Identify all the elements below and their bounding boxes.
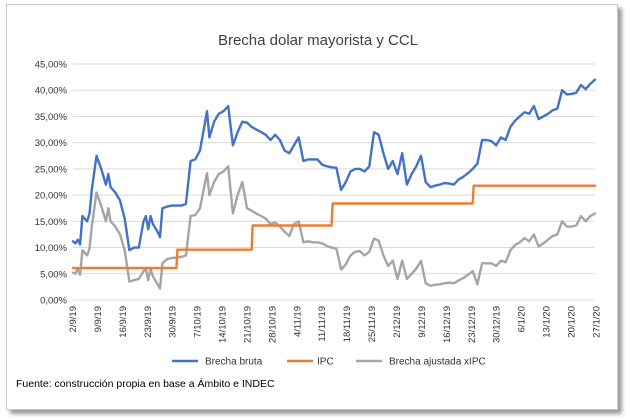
x-tick-label: 2/9/19 [68,306,79,332]
x-tick-label: 6/1/20 [517,306,528,332]
series-line-2 [71,184,597,270]
chart-frame [6,4,618,410]
x-tick-label: 16/12/19 [442,306,453,343]
y-tick-label: 40,00% [35,86,68,97]
x-tick-label: 20/1/20 [566,306,577,338]
gridlines [73,63,595,301]
y-tick-label: 10,00% [35,243,68,254]
x-tick-label: 9/12/19 [417,306,428,338]
legend-label-1: Brecha bruta [205,357,263,368]
x-tick-label: 30/12/19 [492,306,503,343]
x-tick-label: 27/1/20 [591,306,602,338]
y-tick-label: 5,00% [40,269,67,280]
x-tick-label: 2/12/19 [392,306,403,338]
y-tick-label: 25,00% [35,164,68,175]
source-note: Fuente: construcción propia en base a Ám… [16,378,275,390]
legend: Brecha bruta IPC Brecha ajustada xIPC [172,357,486,368]
y-tick-label: 20,00% [35,191,68,202]
series-lines [71,78,597,290]
x-tick-label: 18/11/19 [342,306,353,342]
x-tick-label: 25/11/19 [367,306,378,342]
x-tick-label: 9/9/19 [93,306,104,332]
y-tick-label: 30,00% [35,138,68,149]
x-tick-label: 14/10/19 [218,306,229,343]
series-line-3 [71,165,597,290]
x-axis-ticks: 2/9/19 9/9/19 16/9/19 23/9/19 30/9/19 7/10/19… [68,306,602,343]
x-tick-label: 23/9/19 [143,306,154,338]
legend-label-2: IPC [317,357,334,368]
y-tick-label: 15,00% [35,217,68,228]
x-tick-label: 23/12/19 [467,306,478,343]
chart-title: Brecha dolar mayorista y CCL [218,32,418,49]
x-tick-label: 21/10/19 [242,306,253,343]
x-tick-label: 16/9/19 [118,306,129,338]
x-tick-label: 11/11/19 [317,306,328,342]
series-line-1 [71,78,597,252]
y-tick-label: 0,00% [40,296,67,307]
y-tick-label: 35,00% [35,112,68,123]
legend-label-3: Brecha ajustada xIPC [389,357,486,368]
x-tick-label: 7/10/19 [193,306,204,338]
x-tick-label: 13/1/20 [542,306,553,338]
x-tick-label: 28/10/19 [267,306,278,343]
y-axis-ticks: 0,00% 5,00% 10,00% 15,00% 20,00% 25,00% 30,00%… [35,60,68,307]
y-tick-label: 45,00% [35,60,68,71]
x-tick-label: 4/11/19 [292,306,303,337]
x-tick-label: 30/9/19 [168,306,179,338]
